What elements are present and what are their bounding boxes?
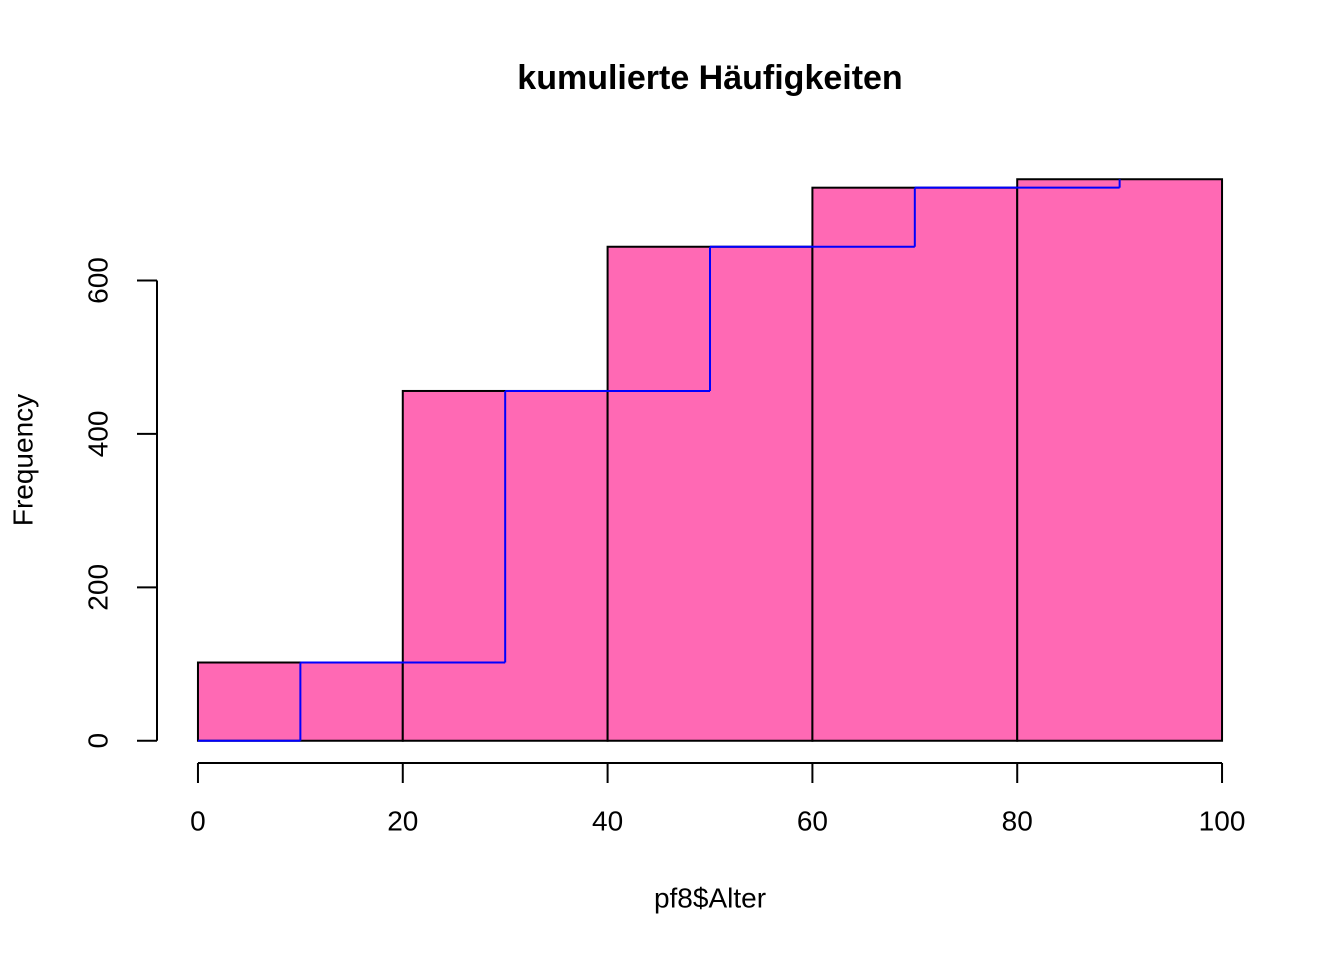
x-tick-label: 40: [592, 805, 623, 836]
bar: [811, 186, 1019, 742]
x-tick-label: 20: [387, 805, 418, 836]
x-tick-label: 60: [797, 805, 828, 836]
chart-title: kumulierte Häufigkeiten: [517, 59, 902, 97]
bar: [1016, 178, 1224, 742]
x-axis-label: pf8$Alter: [654, 882, 766, 913]
y-tick-label: 600: [82, 257, 113, 304]
y-tick-label: 200: [82, 564, 113, 611]
y-axis-label: Frequency: [7, 394, 38, 526]
y-tick-label: 0: [82, 733, 113, 749]
y-tick-label: 400: [82, 411, 113, 458]
x-tick-label: 100: [1199, 805, 1246, 836]
x-tick-label: 80: [1002, 805, 1033, 836]
x-tick-label: 0: [190, 805, 206, 836]
